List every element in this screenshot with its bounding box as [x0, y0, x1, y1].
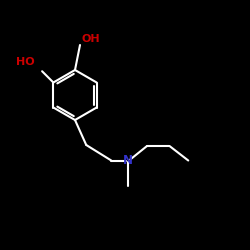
Text: HO: HO	[16, 58, 34, 68]
Text: OH: OH	[81, 34, 100, 44]
Text: N: N	[123, 154, 133, 167]
